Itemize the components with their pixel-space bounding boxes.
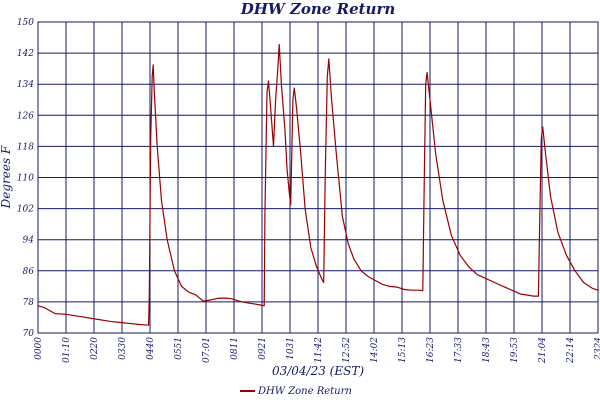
x-tick-label: 2324	[594, 337, 600, 361]
y-tick-label: 102	[17, 205, 34, 215]
plot-frame	[37, 21, 599, 334]
x-tick-label: 07:01	[202, 337, 212, 363]
series-line-dhw-zone-return	[37, 43, 599, 326]
chart-title: DHW Zone Return	[240, 0, 396, 18]
x-tick-label: 0811	[230, 337, 240, 360]
y-tick-label: 70	[23, 329, 35, 339]
y-tick-label: 142	[17, 49, 34, 59]
legend: DHW Zone Return	[240, 386, 352, 397]
x-tick-label: 0921	[258, 337, 268, 360]
x-tick-label: 22:14	[566, 337, 576, 364]
x-tick-label: 18:43	[482, 337, 492, 363]
y-tick-label: 86	[23, 267, 35, 277]
x-tick-label: 0000	[34, 337, 44, 360]
y-axis-label: Degrees F	[0, 145, 13, 209]
legend-label: DHW Zone Return	[257, 386, 352, 397]
x-axis-label: 03/04/23 (EST)	[272, 364, 364, 378]
y-tick-label: 126	[17, 111, 34, 121]
x-tick-label: 15:13	[398, 337, 408, 363]
x-tick-label: 19:53	[510, 337, 520, 363]
series-layer	[37, 43, 599, 326]
grid	[37, 21, 599, 334]
x-tick-label: 12:52	[342, 337, 352, 363]
y-tick-label: 110	[17, 174, 34, 184]
y-tick-label: 94	[23, 236, 35, 246]
x-tick-label: 0330	[118, 337, 128, 360]
y-tick-label: 78	[23, 298, 35, 308]
axes: 70 78 86 94 102 110 118 126 134 142 150 0000 01:10 02…	[17, 18, 600, 364]
x-tick-label: 01:10	[62, 337, 72, 363]
x-tick-label: 0220	[90, 337, 100, 360]
x-tick-label: 21:04	[538, 337, 548, 364]
x-tick-label: 14:02	[370, 337, 380, 363]
y-tick-label: 150	[17, 18, 34, 28]
x-tick-label: 1031	[286, 337, 296, 360]
x-tick-label: 11:42	[314, 337, 324, 363]
x-tick-label: 16:23	[426, 337, 436, 363]
x-tick-label: 17:33	[454, 337, 464, 363]
x-tick-label: 0440	[146, 337, 156, 360]
x-tick-label: 0551	[174, 337, 184, 360]
y-tick-label: 134	[17, 80, 34, 90]
y-tick-label: 118	[17, 142, 34, 152]
